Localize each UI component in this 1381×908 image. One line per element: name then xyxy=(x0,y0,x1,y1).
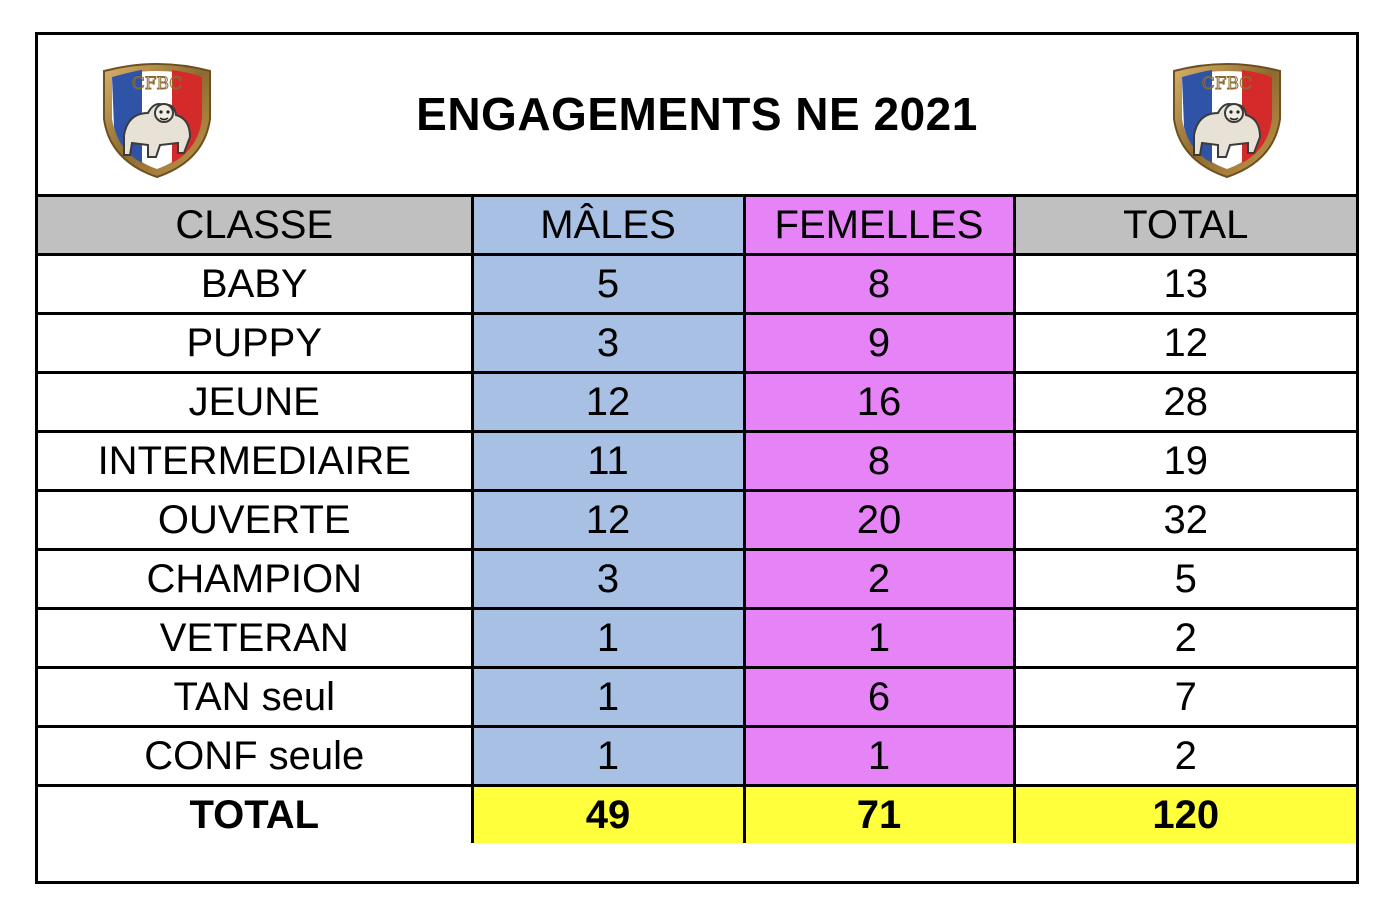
cell-femelles: 8 xyxy=(742,430,1016,492)
page-title: ENGAGEMENTS NE 2021 xyxy=(416,88,978,140)
cell-total: 32 xyxy=(1012,489,1356,551)
cell-femelles: 9 xyxy=(742,312,1016,374)
club-crest-logo: CFBC xyxy=(103,63,211,179)
table-row: BABY 5 8 13 xyxy=(38,253,1356,315)
cell-males: 3 xyxy=(470,312,746,374)
engagements-table: CLASSE MÂLES FEMELLES TOTAL BABY 5 8 13 … xyxy=(38,197,1356,843)
table-row: OUVERTE 12 20 32 xyxy=(38,489,1356,551)
cell-males: 12 xyxy=(470,371,746,433)
table-row: PUPPY 3 9 12 xyxy=(38,312,1356,374)
sheet-header: CFBC ENGAGEMENTS NE 2021 CFBC xyxy=(38,35,1356,197)
total-overall: 120 xyxy=(1012,784,1356,843)
cell-femelles: 8 xyxy=(742,253,1016,315)
cell-classe: CHAMPION xyxy=(38,548,474,610)
cell-males: 1 xyxy=(470,607,746,669)
cell-males: 12 xyxy=(470,489,746,551)
cell-classe: OUVERTE xyxy=(38,489,474,551)
cell-classe: PUPPY xyxy=(38,312,474,374)
cell-classe: VETERAN xyxy=(38,607,474,669)
table-header-row: CLASSE MÂLES FEMELLES TOTAL xyxy=(38,197,1356,256)
table-row: TAN seul 1 6 7 xyxy=(38,666,1356,728)
table-row: INTERMEDIAIRE 11 8 19 xyxy=(38,430,1356,492)
cell-total: 13 xyxy=(1012,253,1356,315)
table-row: CONF seule 1 1 2 xyxy=(38,725,1356,787)
logo-lettering: CFBC xyxy=(1202,74,1253,94)
cell-femelles: 1 xyxy=(742,607,1016,669)
cell-classe: TAN seul xyxy=(38,666,474,728)
cell-classe: CONF seule xyxy=(38,725,474,787)
cell-classe: INTERMEDIAIRE xyxy=(38,430,474,492)
total-femelles: 71 xyxy=(742,784,1016,843)
cell-femelles: 16 xyxy=(742,371,1016,433)
cell-classe: JEUNE xyxy=(38,371,474,433)
cell-total: 7 xyxy=(1012,666,1356,728)
cell-femelles: 2 xyxy=(742,548,1016,610)
logo-lettering: CFBC xyxy=(132,74,183,94)
cell-males: 5 xyxy=(470,253,746,315)
total-males: 49 xyxy=(470,784,746,843)
cell-total: 19 xyxy=(1012,430,1356,492)
column-header-total: TOTAL xyxy=(1012,197,1356,256)
totals-label: TOTAL xyxy=(38,784,474,843)
table-row: JEUNE 12 16 28 xyxy=(38,371,1356,433)
cell-femelles: 1 xyxy=(742,725,1016,787)
cell-femelles: 6 xyxy=(742,666,1016,728)
column-header-femelles: FEMELLES xyxy=(742,197,1016,256)
cell-males: 1 xyxy=(470,725,746,787)
cell-males: 3 xyxy=(470,548,746,610)
cell-total: 2 xyxy=(1012,607,1356,669)
totals-row: TOTAL 49 71 120 xyxy=(38,784,1356,843)
cell-total: 12 xyxy=(1012,312,1356,374)
cell-males: 11 xyxy=(470,430,746,492)
cell-total: 5 xyxy=(1012,548,1356,610)
cell-total: 2 xyxy=(1012,725,1356,787)
column-header-males: MÂLES xyxy=(470,197,746,256)
cell-femelles: 20 xyxy=(742,489,1016,551)
club-crest-logo-right: CFBC xyxy=(1173,63,1281,179)
cell-males: 1 xyxy=(470,666,746,728)
table-row: VETERAN 1 1 2 xyxy=(38,607,1356,669)
column-header-classe: CLASSE xyxy=(38,197,474,256)
cell-classe: BABY xyxy=(38,253,474,315)
table-row: CHAMPION 3 2 5 xyxy=(38,548,1356,610)
engagements-sheet: CFBC ENGAGEMENTS NE 2021 CFBC xyxy=(35,32,1359,884)
cell-total: 28 xyxy=(1012,371,1356,433)
